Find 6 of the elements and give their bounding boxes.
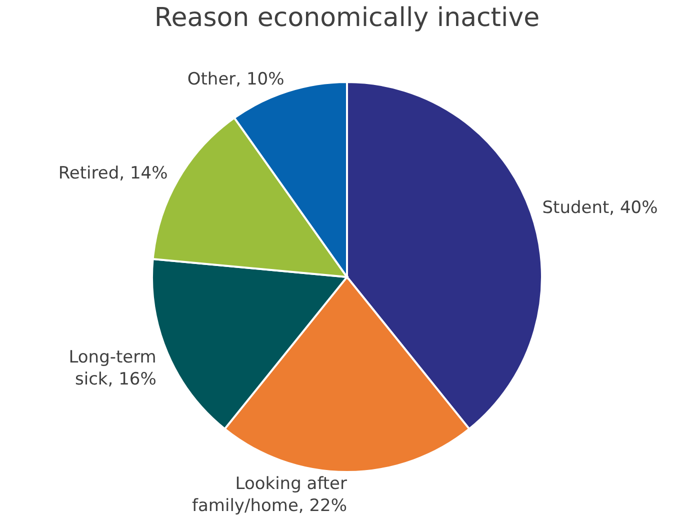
slice-label: Long-term sick, 16% (68, 348, 156, 390)
slice-label: Looking after family/home, 22% (192, 474, 348, 516)
slice-label: Other, 10% (187, 70, 284, 90)
slice-label: Retired, 14% (58, 164, 168, 184)
chart-title: Reason economically inactive (154, 3, 540, 33)
slice-label: Student, 40% (542, 198, 658, 218)
